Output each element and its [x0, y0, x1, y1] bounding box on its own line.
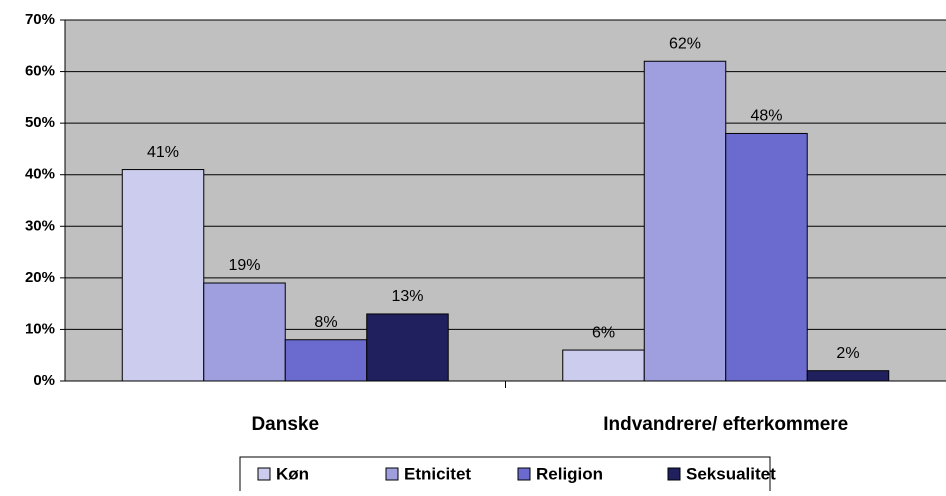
- bar: [643, 60, 727, 382]
- legend-label: Køn: [276, 464, 309, 483]
- y-tick-label: 10%: [25, 320, 55, 337]
- legend-label: Seksualitet: [686, 464, 776, 483]
- bar: [562, 349, 645, 382]
- legend-swatch: [385, 467, 399, 481]
- y-tick-label: 40%: [25, 166, 55, 183]
- bar: [284, 339, 368, 382]
- value-label: 48%: [750, 108, 782, 125]
- y-tick-label: 30%: [25, 217, 55, 234]
- value-label: 8%: [314, 314, 337, 331]
- y-tick-label: 0%: [33, 372, 55, 389]
- legend-swatch: [517, 467, 531, 481]
- value-label: 6%: [592, 324, 615, 341]
- bar: [725, 132, 808, 382]
- x-tick-label: Danske: [251, 414, 319, 435]
- bar: [366, 313, 449, 382]
- value-label: 62%: [669, 35, 701, 52]
- legend-label: Religion: [536, 464, 603, 483]
- legend-swatch: [667, 467, 681, 481]
- value-label: 41%: [147, 144, 179, 161]
- bar: [203, 282, 286, 382]
- y-tick-label: 50%: [25, 114, 55, 131]
- y-tick-label: 60%: [25, 63, 55, 80]
- y-tick-label: 20%: [25, 269, 55, 286]
- bar: [121, 169, 205, 382]
- value-label: 2%: [836, 345, 859, 362]
- value-label: 13%: [391, 288, 423, 305]
- bar: [806, 370, 890, 382]
- x-tick-label: Indvandrere/ efterkommere: [603, 414, 848, 435]
- y-tick-label: 70%: [25, 11, 55, 28]
- legend-swatch: [257, 467, 271, 481]
- value-label: 19%: [228, 257, 260, 274]
- legend-box: [239, 456, 771, 496]
- legend-label: Etnicitet: [404, 464, 471, 483]
